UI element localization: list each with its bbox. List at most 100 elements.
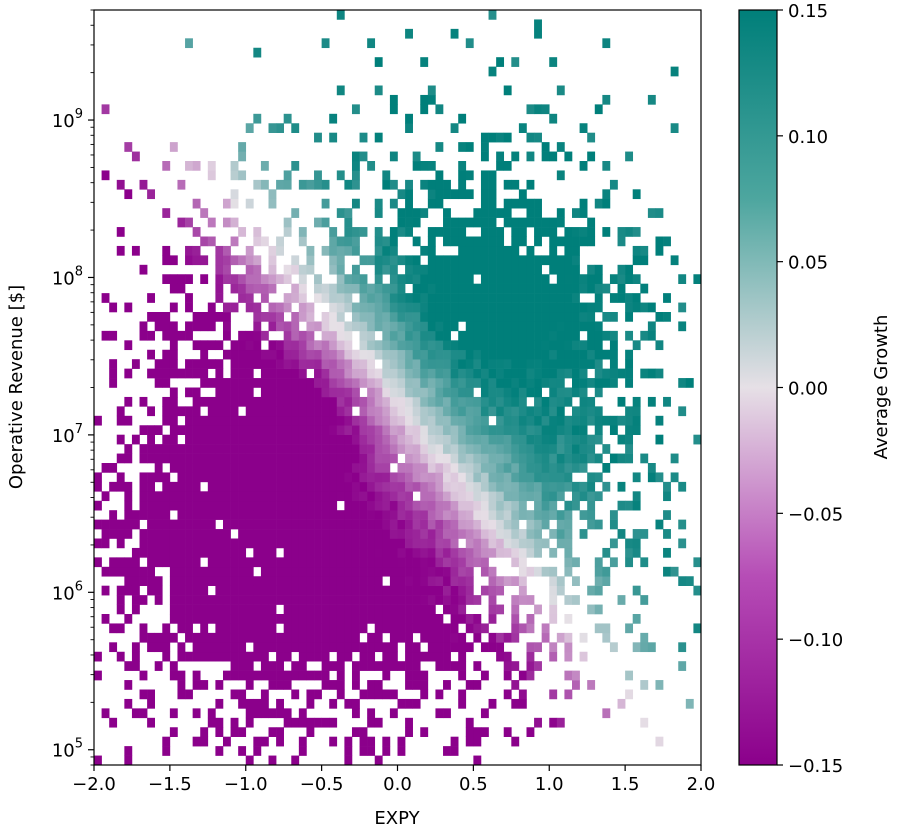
- heatmap-cell: [450, 312, 459, 322]
- heatmap-cell: [351, 312, 360, 322]
- heatmap-cell: [336, 614, 345, 624]
- heatmap-cell: [389, 321, 398, 332]
- heatmap-cell: [131, 604, 140, 615]
- heatmap-cell: [443, 651, 451, 662]
- heatmap-cell: [518, 529, 527, 539]
- heatmap-cell: [640, 283, 649, 294]
- heatmap-cell: [412, 510, 421, 520]
- heatmap-cell: [496, 406, 505, 417]
- heatmap-cell: [389, 236, 398, 247]
- heatmap-cell: [382, 557, 391, 568]
- heatmap-cell: [496, 387, 505, 398]
- heatmap-cell: [549, 585, 558, 596]
- heatmap-cell: [488, 312, 497, 322]
- heatmap-cell: [526, 132, 535, 143]
- heatmap-cell: [556, 255, 565, 266]
- heatmap-cell: [177, 274, 186, 284]
- heatmap-cell: [147, 576, 155, 586]
- heatmap-cell: [594, 406, 603, 417]
- heatmap-cell: [162, 406, 171, 417]
- heatmap-cell: [503, 406, 512, 417]
- heatmap-cell: [192, 340, 201, 351]
- heatmap-cell: [314, 491, 322, 502]
- heatmap-cell: [503, 453, 512, 464]
- heatmap-cell: [139, 444, 148, 454]
- heatmap-cell: [238, 519, 247, 530]
- heatmap-cell: [534, 132, 542, 143]
- heatmap-cell: [268, 359, 277, 369]
- heatmap-cell: [541, 227, 550, 237]
- heatmap-cell: [222, 595, 231, 605]
- heatmap-cell: [336, 255, 345, 266]
- heatmap-cell: [162, 444, 171, 454]
- heatmap-cell: [359, 746, 368, 756]
- heatmap-cell: [215, 717, 224, 728]
- heatmap-cell: [458, 245, 467, 256]
- heatmap-cell: [207, 170, 216, 181]
- heatmap-cell: [131, 245, 140, 256]
- heatmap-cell: [314, 557, 322, 568]
- heatmap-cell: [465, 387, 474, 398]
- heatmap-cell: [579, 481, 588, 492]
- heatmap-cell: [496, 340, 505, 351]
- heatmap-cell: [427, 632, 436, 643]
- heatmap-cell: [359, 614, 368, 624]
- heatmap-cell: [480, 264, 489, 275]
- heatmap-cell: [245, 444, 254, 454]
- heatmap-cell: [344, 614, 353, 624]
- heatmap-cell: [450, 463, 459, 473]
- heatmap-cell: [344, 349, 353, 360]
- heatmap-cell: [382, 302, 391, 313]
- heatmap-cell: [564, 689, 573, 700]
- heatmap-cell: [511, 302, 520, 313]
- heatmap-cell: [647, 642, 656, 653]
- heatmap-cell: [389, 529, 398, 539]
- heatmap-cell: [625, 274, 634, 284]
- heatmap-cell: [594, 519, 603, 530]
- heatmap-cell: [351, 623, 360, 634]
- heatmap-cell: [412, 500, 421, 511]
- heatmap-cell: [230, 689, 239, 700]
- heatmap-cell: [503, 661, 512, 671]
- heatmap-cell: [458, 651, 467, 662]
- heatmap-cell: [276, 245, 284, 256]
- heatmap-cell: [238, 349, 247, 360]
- heatmap-cell: [572, 208, 580, 218]
- heatmap-cell: [260, 491, 269, 502]
- heatmap-cell: [420, 727, 429, 737]
- heatmap-cell: [359, 642, 368, 653]
- heatmap-cell: [367, 38, 376, 49]
- heatmap-cell: [374, 293, 383, 303]
- heatmap-cell: [443, 227, 451, 237]
- heatmap-cell: [162, 245, 171, 256]
- heatmap-cell: [427, 604, 436, 615]
- heatmap-cell: [336, 387, 345, 398]
- heatmap-cell: [511, 293, 520, 303]
- heatmap-cell: [351, 661, 360, 671]
- heatmap-cell: [238, 151, 247, 162]
- heatmap-cell: [458, 632, 467, 643]
- heatmap-cell: [222, 198, 231, 209]
- heatmap-cell: [359, 661, 368, 671]
- heatmap-cell: [329, 463, 338, 473]
- heatmap-cell: [435, 557, 444, 568]
- heatmap-cell: [655, 340, 664, 351]
- heatmap-cell: [503, 396, 512, 407]
- heatmap-cell: [162, 519, 171, 530]
- heatmap-cell: [207, 595, 216, 605]
- heatmap-cell: [518, 557, 527, 568]
- heatmap-cell: [222, 472, 231, 483]
- heatmap-cell: [291, 359, 300, 369]
- heatmap-cell: [534, 227, 542, 237]
- heatmap-cell: [245, 680, 254, 690]
- heatmap-cell: [344, 510, 353, 520]
- heatmap-cell: [177, 453, 186, 464]
- heatmap-cell: [200, 208, 209, 218]
- heatmap-cell: [632, 274, 641, 284]
- heatmap-cell: [185, 585, 193, 596]
- heatmap-cell: [412, 274, 421, 284]
- heatmap-cell: [678, 302, 687, 313]
- heatmap-cell: [465, 264, 474, 275]
- heatmap-cell: [511, 463, 520, 473]
- heatmap-cell: [640, 255, 649, 266]
